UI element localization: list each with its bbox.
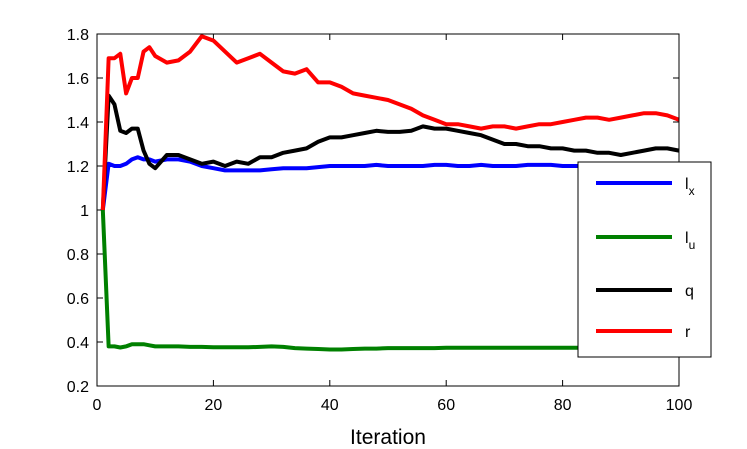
x-tick-label: 40 (321, 397, 339, 414)
x-tick-label: 20 (205, 397, 223, 414)
legend-box (577, 161, 712, 358)
y-tick-label: 1.6 (67, 71, 89, 88)
y-tick-label: 0.4 (67, 335, 89, 352)
legend-name: l (685, 230, 689, 247)
y-tick-label: 0.8 (67, 247, 89, 264)
y-tick-label: 0.6 (67, 291, 89, 308)
x-tick-label: 100 (666, 397, 693, 414)
legend-label: q (685, 283, 694, 300)
y-tick-label: 0.2 (67, 379, 89, 396)
legend-name: q (685, 283, 694, 300)
y-tick-label: 1.2 (67, 159, 89, 176)
series-line (100, 155, 679, 211)
series-line (100, 93, 680, 211)
series-line (100, 34, 680, 211)
legend-label: lu (685, 230, 695, 252)
x-tick-label: 60 (437, 397, 455, 414)
legend-label: lx (685, 176, 695, 198)
legend-name: l (685, 176, 689, 193)
legend-subscript: x (689, 184, 695, 198)
legend-name: r (685, 324, 691, 341)
x-tick-label: 80 (554, 397, 572, 414)
x-axis-label: Iteration (350, 426, 426, 449)
legend-subscript: u (689, 238, 696, 252)
y-tick-label: 1.4 (67, 115, 89, 132)
legend-label: r (685, 324, 691, 341)
x-tick-label: 0 (93, 397, 102, 414)
series-line (100, 209, 679, 352)
y-tick-label: 1.8 (67, 27, 89, 44)
y-tick-label: 1 (80, 203, 89, 220)
